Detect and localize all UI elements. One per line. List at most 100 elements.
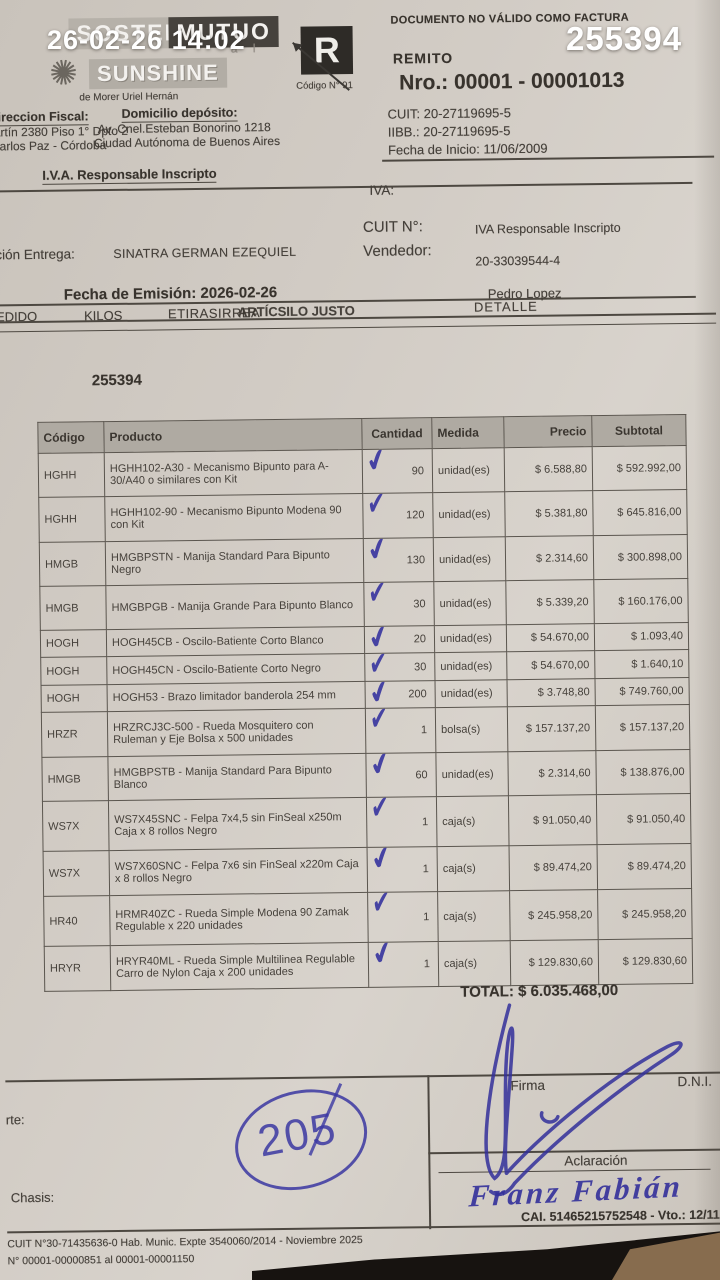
camera-timestamp-overlay: 26-02-26 14:02 [47, 25, 246, 55]
brand-sunshine: SUNSHINE [88, 57, 227, 90]
table-row: HR40 HRMR40ZC - Rueda Simple Modena 90 Za… [43, 888, 693, 947]
transporte-label: rte: [5, 1112, 25, 1128]
cell-subtotal: $ 300.898,00 [593, 534, 688, 580]
check-icon: ✔ [369, 707, 388, 738]
iva-condition: I.V.A. Responsable Inscripto [42, 165, 217, 185]
iva-label: IVA: [369, 182, 395, 198]
cell-codigo: HGHH [38, 496, 106, 543]
cell-codigo: WS7X [43, 850, 110, 897]
table-row: HMGB HMGBPSTB - Manija Standard Para Bipu… [41, 749, 691, 802]
rango-comprobantes: N° 00001-00000851 al 00001-00001150 [7, 1253, 195, 1268]
cell-medida: unidad(es) [432, 447, 505, 493]
col-detalle: DETALLE [473, 298, 538, 315]
doc-number: Nro.: 00001 - 00001013 [399, 68, 625, 95]
doc-type: REMITO [392, 49, 454, 67]
cell-medida: unidad(es) [434, 651, 507, 681]
table-row: HRZR HRZRCJ3C-500 - Rueda Mosquitero con … [41, 704, 690, 758]
chasis-label: Chasis: [10, 1189, 55, 1206]
cell-medida: unidad(es) [434, 624, 507, 653]
cell-producto: HMGBPGB - Manija Grande Para Bipunto Bla… [105, 582, 365, 630]
col-header-producto: Producto [103, 418, 363, 453]
paper-edge-shadow [694, 0, 720, 1280]
cell-medida: bolsa(s) [435, 706, 508, 753]
table-row: HMGB HMGBPGB - Manija Grande Para Bipunto… [39, 578, 689, 631]
circled-number: 205 [223, 1075, 379, 1205]
cell-precio: $ 54.670,00 [506, 623, 595, 652]
cell-cantidad: ✔ 1 [367, 891, 439, 943]
cell-medida: unidad(es) [433, 580, 507, 626]
vendedor-label: Vendedor: [363, 242, 432, 260]
cell-cantidad: ✔ 1 [367, 846, 438, 893]
cell-medida: unidad(es) [435, 751, 509, 797]
cell-precio: $ 6.588,80 [504, 446, 593, 492]
cell-precio: $ 5.381,80 [504, 490, 594, 537]
cell-producto: HRZRCJ3C-500 - Rueda Mosquitero con Rule… [107, 708, 366, 757]
cell-producto: HMGBPSTB - Manija Standard Para Bipunto … [107, 753, 367, 801]
table-row: WS7X WS7X60SNC - Felpa 7x6 sin FinSeal x2… [43, 843, 692, 897]
check-icon: ✔ [365, 680, 394, 709]
cell-cantidad: ✔ 130 [363, 537, 434, 583]
entrega-label: ción Entrega: [0, 246, 75, 263]
cell-producto: WS7X45SNC - Felpa 7x4,5 sin FinSeal x250… [108, 797, 368, 851]
signature-scribble [484, 1003, 683, 1197]
col-header-cantidad: Cantidad [361, 417, 433, 450]
cell-precio: $ 3.748,80 [506, 678, 596, 707]
cell-cantidad: ✔ 200 [365, 680, 436, 709]
cell-subtotal: $ 157.137,20 [595, 704, 690, 751]
cuit-n-value: IVA Responsable Inscripto [474, 220, 621, 237]
cell-precio: $ 157.137,20 [507, 705, 596, 752]
cell-precio: $ 2.314,60 [507, 750, 597, 796]
table-row: WS7X WS7X45SNC - Felpa 7x4,5 sin FinSeal … [42, 793, 692, 852]
cell-subtotal: $ 645.816,00 [592, 489, 688, 536]
cell-subtotal: $ 1.093,40 [594, 622, 689, 651]
cell-medida: unidad(es) [432, 491, 506, 538]
check-icon: ✔ [365, 625, 393, 654]
cell-cantidad: ✔ 30 [364, 652, 436, 682]
divider [0, 322, 717, 333]
col-header-medida: Medida [431, 416, 505, 449]
cell-cantidad: ✔ 90 [362, 448, 433, 494]
cell-cantidad: ✔ 20 [364, 625, 435, 654]
cell-producto: HOGH45CB - Oscilo-Batiente Corto Blanco [106, 626, 365, 657]
col-header-codigo: Código [37, 421, 105, 454]
cell-codigo: HR40 [43, 895, 111, 947]
check-icon: ✔ [372, 891, 390, 922]
cuit-n-label: CUIT N°: [362, 218, 423, 236]
fiscal-address-line2: Carlos Paz - Córdoba [0, 138, 107, 154]
camera-photo-number-overlay: 255394 [566, 20, 683, 57]
cell-cantidad: ✔ 120 [362, 492, 434, 539]
table-row: HGHH HGHH102-90 - Mecanismo Bipunto Moden… [38, 489, 688, 543]
cell-subtotal: $ 245.958,20 [597, 888, 693, 940]
cell-medida: unidad(es) [433, 536, 506, 582]
cell-subtotal: $ 91.050,40 [596, 793, 692, 845]
cell-codigo: HMGB [39, 585, 107, 631]
cuit: CUIT: 20-27119695-5 [387, 105, 512, 122]
fecha-inicio: Fecha de Inicio: 11/06/2009 [387, 140, 548, 158]
cell-precio: $ 91.050,40 [508, 794, 598, 846]
cell-medida: caja(s) [437, 890, 511, 942]
cell-codigo: HGHH [38, 452, 105, 498]
cell-codigo: HMGB [39, 541, 106, 587]
cell-codigo: WS7X [42, 800, 110, 852]
iibb: IIBB.: 20-27119695-5 [387, 123, 511, 140]
check-icon: ✔ [367, 492, 386, 523]
table-row: HGHH HGHH102-A30 - Mecanismo Bipunto para… [38, 445, 687, 498]
cell-subtotal: $ 89.474,20 [597, 843, 692, 890]
doc-ref-number: 255394 [91, 371, 142, 390]
col-header-subtotal: Subtotal [591, 414, 687, 447]
cell-producto: HRMR40ZC - Rueda Simple Modena 90 Zamak … [109, 892, 369, 946]
sun-icon: ✺ [45, 52, 82, 96]
check-icon: ✔ [370, 796, 389, 827]
cell-codigo: HOGH [40, 629, 107, 658]
cell-producto: WS7X60SNC - Felpa 7x6 sin FinSeal x220m … [109, 847, 368, 896]
check-icon: ✔ [368, 581, 387, 612]
cell-producto: HGHH102-90 - Mecanismo Bipunto Modena 90… [104, 493, 364, 542]
deposito-address-line2: Ciudad Autónoma de Buenos Aires [93, 133, 281, 151]
cell-codigo: HOGH [41, 684, 108, 713]
vendedor-cuit: 20-33039544-4 [475, 253, 561, 269]
cell-medida: caja(s) [436, 795, 510, 847]
table-row: HMGB HMGBPSTN - Manija Standard Para Bipu… [39, 534, 688, 587]
check-icon: ✔ [369, 652, 387, 682]
cell-codigo: HOGH [40, 656, 108, 686]
